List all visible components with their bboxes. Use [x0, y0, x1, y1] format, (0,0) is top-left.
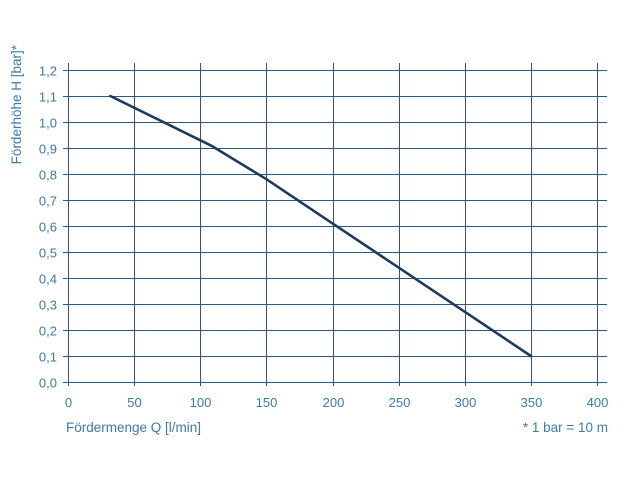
y-axis-ticks: 0,0 0,1 0,2 0,3 0,4 0,5 0,6 0,7 0,8 0,9 1,0 1,1 1,2	[39, 64, 57, 391]
x-tick-label: 200	[323, 395, 345, 410]
y-tick-label: 0,6	[39, 220, 57, 235]
x-tick-label: 350	[521, 395, 543, 410]
y-tick-label: 0,3	[39, 298, 57, 313]
y-tick-label: 0,9	[39, 142, 57, 157]
x-tick-label: 0	[65, 395, 72, 410]
y-tick-label: 0,7	[39, 194, 57, 209]
x-tick-label: 100	[190, 395, 212, 410]
y-tick-label: 1,2	[39, 64, 57, 79]
x-tick-label: 250	[389, 395, 411, 410]
y-tick-label: 0,0	[39, 376, 57, 391]
x-tick-label: 400	[587, 395, 609, 410]
x-axis-ticks: 0 50 100 150 200 250 300 350 400	[65, 395, 608, 410]
y-tick-label: 1,1	[39, 90, 57, 105]
x-tick-label: 150	[256, 395, 278, 410]
unit-footnote: * 1 bar = 10 m	[523, 420, 608, 435]
x-axis-label: Fördermenge Q [l/min]	[66, 420, 201, 435]
y-tick-label: 0,8	[39, 168, 57, 183]
performance-curve	[109, 94, 533, 358]
y-tick-label: 1,0	[39, 116, 57, 131]
x-tick-label: 50	[127, 395, 141, 410]
y-tick-label: 0,2	[39, 324, 57, 339]
grid	[63, 63, 607, 386]
y-tick-label: 0,1	[39, 350, 57, 365]
y-axis-label: Förderhöhe H [bar]*	[9, 44, 24, 164]
y-tick-label: 0,5	[39, 246, 57, 261]
y-tick-label: 0,4	[39, 272, 57, 287]
x-tick-label: 300	[455, 395, 477, 410]
